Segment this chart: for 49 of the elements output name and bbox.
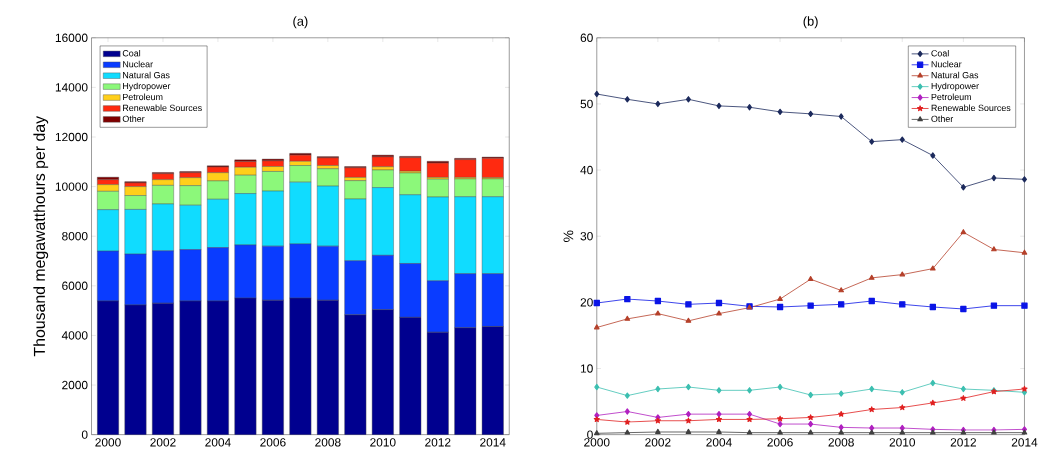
y-tick-label: 20 (580, 298, 593, 307)
legend-label: Nuclear (123, 61, 153, 68)
x-tick-label: 2000 (95, 438, 121, 447)
y-tick-label: 60 (580, 33, 593, 43)
legend-label: Other (122, 115, 145, 123)
y-tick-label: 30 (580, 232, 593, 241)
x-tick-label: 2010 (370, 438, 396, 447)
y-tick-label: 10000 (55, 182, 88, 192)
x-tick-label: 2008 (828, 438, 854, 447)
x-tick-label: 2002 (645, 438, 671, 447)
chart-title: (b) (803, 16, 818, 29)
y-tick-label: 16000 (55, 33, 88, 43)
y-tick-label: 0 (587, 430, 593, 440)
y-tick-label: 6000 (62, 281, 88, 291)
legend-label: Coal (931, 50, 949, 57)
legend-label: Natural Gas (123, 71, 170, 79)
y-tick-label: 4000 (61, 331, 88, 340)
y-tick-label: 0 (81, 430, 88, 440)
y-axis-title: % (563, 230, 574, 243)
x-tick-label: 2006 (767, 438, 793, 447)
x-tick-label: 2008 (315, 438, 341, 447)
legend-label: Petroleum (123, 93, 163, 101)
x-tick-label: 2006 (260, 438, 286, 447)
legend-label: Hydropower (123, 82, 171, 92)
legend-label: Hydropower (931, 82, 979, 92)
legend-label: Coal (122, 50, 141, 57)
legend-label: Renewable Sources (931, 104, 1011, 112)
x-tick-label: 2004 (706, 438, 732, 447)
y-tick-label: 14000 (55, 83, 88, 92)
y-axis-title: Thousand megawatthours per day (33, 116, 49, 357)
x-tick-label: 2004 (205, 438, 231, 447)
chart-title: (a) (293, 16, 308, 29)
legend-label: Other (931, 115, 954, 123)
y-tick-label: 2000 (62, 381, 88, 390)
x-tick-label: 2014 (1011, 438, 1038, 447)
y-tick-label: 8000 (62, 232, 88, 241)
x-tick-label: 2010 (889, 438, 916, 447)
y-tick-label: 10 (580, 364, 593, 373)
y-tick-label: 50 (580, 99, 593, 109)
legend-label: Petroleum (931, 93, 971, 101)
x-tick-label: 2002 (150, 438, 176, 447)
x-tick-label: 2012 (425, 438, 451, 447)
x-tick-label: 2012 (950, 438, 976, 447)
x-tick-label: 2014 (480, 438, 506, 447)
y-tick-label: 40 (580, 166, 593, 175)
legend-label: Nuclear (931, 61, 962, 68)
y-tick-label: 12000 (55, 133, 88, 142)
legend-label: Renewable Sources (123, 104, 202, 112)
legend-label: Natural Gas (931, 71, 979, 79)
